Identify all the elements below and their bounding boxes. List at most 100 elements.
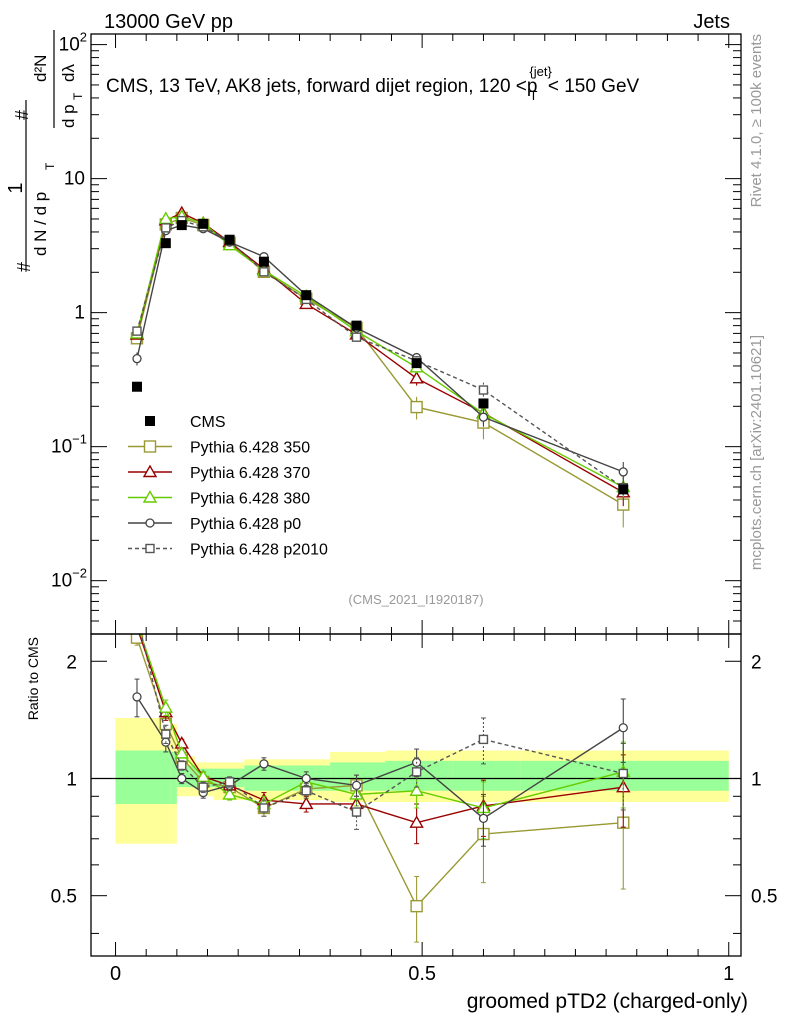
x-tick-label: 0 [110,963,121,985]
main-series-point [132,326,142,336]
ratio-series-point [198,782,208,792]
y-label-numerator: d²N [31,55,50,82]
cms-data-point [160,238,171,249]
y-label-lambda: dλ [59,64,78,82]
legend-marker [143,440,157,453]
ratio-y-label: Ratio to CMS [25,637,41,720]
legend: CMS Pythia 6.428 350 Pythia 6.428 370 Pythi… [128,414,328,559]
legend-label: Pythia 6.428 p0 [190,516,301,533]
legend-marker-cms [145,416,155,426]
ratio-y-tick-label-left: 1 [66,769,77,790]
legend-marker [145,543,155,554]
main-series-line [136,224,624,473]
ratio-stat-band [115,750,171,804]
legend-item: Pythia 6.428 380 [128,490,310,508]
x-axis-label: groomed pTD2 (charged-only) [467,990,748,1013]
legend-marker [142,464,158,478]
main-series-point [478,412,489,422]
main-y-tick-base: 1 [74,303,85,324]
chart-title-sub: T [529,88,537,103]
mcplots-credit: mcplots.cern.ch [arXiv:2401.10621] [748,335,765,570]
legend-marker [142,490,158,503]
main-y-tick-base: 10 [59,35,80,56]
main-series-point [409,370,424,384]
chart-title: CMS, 13 TeV, AK8 jets, forward dijet reg… [106,64,640,103]
y-label-hash-2: # [12,110,32,120]
ratio-series-point [133,613,141,621]
ratio-series-point [224,777,235,787]
ratio-series-point [299,796,314,810]
legend-item: Pythia 6.428 350 [128,440,310,457]
main-series-point [410,400,423,414]
main-y-tick-base: 10 [51,571,72,592]
ratio-series-point [259,759,269,769]
main-series-point [132,354,142,364]
cms-data-point [618,484,629,495]
main-y-tick-label: 10−2 [51,566,87,592]
legend-marker [145,518,155,528]
ratio-y-tick-label-right: 0.5 [751,887,777,908]
legend-label: Pythia 6.428 p2010 [190,542,328,559]
x-tick-label: 0.5 [408,963,436,985]
ratio-series-point [131,621,143,632]
cms-data-point [258,256,269,267]
legend-item: Pythia 6.428 p2010 [128,542,328,559]
legend-label-cms: CMS [190,414,226,431]
main-y-tick-label: 102 [59,30,87,56]
ratio-series-point [196,769,211,782]
chart-title-sup: {jet} [529,64,552,79]
main-series-point [259,267,269,277]
legend-item: Pythia 6.428 p0 [128,516,301,533]
main-series-point [618,467,628,477]
main-series-point [351,332,362,342]
ratio-series-point [132,692,142,702]
cms-data-point [301,290,312,301]
ratio-stat-band [452,760,521,791]
ratio-series-point [410,899,423,913]
chart-title-end: < 150 GeV [548,76,640,97]
ratio-series-point [161,729,171,739]
y-label-denominator: d N / d p [31,192,50,256]
ratio-series-point [351,807,362,817]
main-y-tick-label: 1 [74,303,85,324]
main-y-tick-base: 10 [51,437,72,458]
ratio-y-tick-label-left: 0.5 [51,887,77,908]
ratio-series-point [177,760,187,771]
ratio-series-point [409,783,424,796]
cms-data-point [198,218,209,229]
main-y-tick-exponent: 2 [80,30,87,45]
main-series-point [161,223,171,233]
main-y-tick-label: 10 [64,169,85,190]
main-series-layer [129,205,631,528]
y-label-hash: # [14,262,34,272]
legend-label: Pythia 6.428 350 [190,440,310,457]
cms-data-point [351,320,362,331]
legend-label: Pythia 6.428 380 [190,491,310,508]
ratio-series-point [618,768,628,779]
ratio-series-point [177,773,187,784]
ratio-series-point [222,787,237,800]
main-y-tick-label: 10−1 [51,432,87,458]
ratio-series-point [301,773,311,784]
cms-data-point [411,358,422,369]
main-frame [90,33,742,635]
x-tick-label: 1 [723,963,734,985]
ratio-series-point [409,815,424,828]
header-left: 13000 GeV pp [104,11,233,33]
cms-data-point [176,220,187,231]
ratio-series-layer [130,613,631,943]
cms-data-point [131,381,142,392]
legend-item: Pythia 6.428 370 [128,464,310,482]
legend-item-cms: CMS [145,414,226,431]
y-label-denominator-sub: T [43,162,57,170]
cms-data-point [224,234,235,245]
ratio-series-point [301,786,311,796]
ratio-series-point [174,745,189,759]
analysis-tag: (CMS_2021_I1920187) [348,592,483,607]
cms-data-point [478,398,489,409]
main-series-line [136,217,624,506]
ratio-y-tick-label-right: 2 [751,652,762,673]
ratio-series-point [259,803,269,813]
header-right: Jets [693,11,730,33]
